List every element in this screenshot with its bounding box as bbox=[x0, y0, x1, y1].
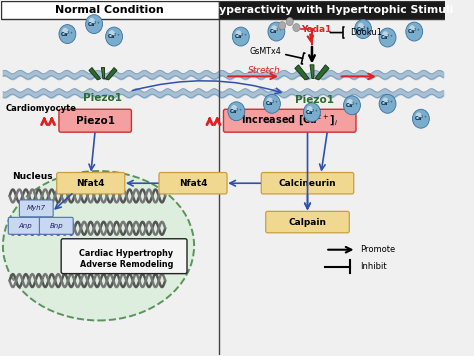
FancyBboxPatch shape bbox=[223, 109, 356, 132]
Text: Nucleus: Nucleus bbox=[12, 172, 53, 180]
Circle shape bbox=[109, 30, 115, 37]
FancyBboxPatch shape bbox=[261, 173, 354, 194]
Circle shape bbox=[303, 103, 320, 122]
Text: Cardiomyocyte: Cardiomyocyte bbox=[6, 104, 77, 113]
Text: Ca$^{2+}$: Ca$^{2+}$ bbox=[407, 27, 421, 36]
Circle shape bbox=[86, 15, 102, 33]
Circle shape bbox=[416, 112, 422, 119]
Text: Ca$^{2+}$: Ca$^{2+}$ bbox=[381, 33, 395, 42]
FancyBboxPatch shape bbox=[59, 109, 131, 132]
Text: Anp: Anp bbox=[18, 223, 32, 229]
Circle shape bbox=[268, 22, 285, 41]
Text: Piezo1: Piezo1 bbox=[295, 95, 334, 105]
Text: Promote: Promote bbox=[360, 245, 395, 254]
Circle shape bbox=[412, 109, 429, 128]
Circle shape bbox=[379, 28, 396, 47]
Circle shape bbox=[293, 23, 300, 32]
Polygon shape bbox=[89, 68, 100, 80]
Text: Calpain: Calpain bbox=[289, 218, 327, 226]
Polygon shape bbox=[105, 68, 117, 80]
Circle shape bbox=[59, 25, 76, 43]
Text: Ca$^{2+}$: Ca$^{2+}$ bbox=[414, 114, 428, 124]
Circle shape bbox=[383, 98, 388, 104]
Text: Piezo1: Piezo1 bbox=[83, 93, 122, 103]
Text: Ca$^{2+}$: Ca$^{2+}$ bbox=[345, 101, 359, 110]
Text: Calcineurin: Calcineurin bbox=[279, 179, 337, 188]
FancyBboxPatch shape bbox=[8, 218, 42, 234]
Text: Ca$^{2+}$: Ca$^{2+}$ bbox=[60, 30, 74, 39]
Text: Increased [Ca$^{2+}$]$_i$: Increased [Ca$^{2+}$]$_i$ bbox=[241, 113, 338, 129]
Circle shape bbox=[344, 96, 360, 115]
Text: Myh7: Myh7 bbox=[27, 205, 46, 211]
Circle shape bbox=[236, 30, 242, 37]
FancyBboxPatch shape bbox=[159, 173, 227, 194]
Text: Ca$^{2+}$: Ca$^{2+}$ bbox=[265, 99, 279, 109]
Text: Ca$^{2+}$: Ca$^{2+}$ bbox=[87, 20, 101, 29]
Text: Hyperactivity with Hypertrophic Stimuli: Hyperactivity with Hypertrophic Stimuli bbox=[210, 5, 454, 15]
Text: Ca$^{2+}$: Ca$^{2+}$ bbox=[356, 25, 370, 34]
Circle shape bbox=[106, 27, 123, 46]
FancyBboxPatch shape bbox=[19, 200, 53, 217]
Text: Nfat4: Nfat4 bbox=[179, 179, 207, 188]
Text: Piezo1: Piezo1 bbox=[76, 116, 115, 126]
Circle shape bbox=[355, 20, 372, 38]
Circle shape bbox=[279, 22, 286, 30]
Text: Ca$^{2+}$: Ca$^{2+}$ bbox=[269, 27, 283, 36]
Circle shape bbox=[307, 106, 313, 112]
Circle shape bbox=[89, 18, 95, 25]
Circle shape bbox=[271, 25, 277, 32]
Polygon shape bbox=[315, 65, 329, 80]
Text: Ca$^{2+}$: Ca$^{2+}$ bbox=[381, 99, 395, 109]
Text: Stretch: Stretch bbox=[247, 66, 280, 75]
Circle shape bbox=[232, 27, 249, 46]
Circle shape bbox=[286, 18, 293, 26]
FancyBboxPatch shape bbox=[61, 239, 187, 274]
Text: Dooku1: Dooku1 bbox=[350, 28, 382, 37]
Polygon shape bbox=[310, 65, 314, 79]
Circle shape bbox=[264, 94, 281, 113]
Circle shape bbox=[409, 25, 415, 32]
Circle shape bbox=[62, 28, 68, 35]
Polygon shape bbox=[101, 68, 105, 79]
Circle shape bbox=[231, 105, 237, 111]
FancyBboxPatch shape bbox=[39, 218, 73, 234]
Text: Adverse Remodeling: Adverse Remodeling bbox=[80, 260, 173, 269]
FancyBboxPatch shape bbox=[57, 173, 125, 194]
Text: Normal Condition: Normal Condition bbox=[55, 5, 164, 15]
Text: Ca$^{2+}$: Ca$^{2+}$ bbox=[229, 106, 244, 116]
Text: Yoda1: Yoda1 bbox=[301, 25, 331, 33]
Circle shape bbox=[379, 94, 396, 113]
Circle shape bbox=[347, 99, 353, 106]
Circle shape bbox=[358, 23, 364, 30]
Text: Cardiac Hypertrophy: Cardiac Hypertrophy bbox=[79, 249, 173, 258]
Text: GsMTx4: GsMTx4 bbox=[250, 47, 282, 56]
Circle shape bbox=[383, 31, 388, 38]
FancyBboxPatch shape bbox=[219, 1, 446, 19]
Text: Inhibit: Inhibit bbox=[360, 262, 387, 271]
Polygon shape bbox=[295, 65, 309, 80]
Text: Ca$^{2+}$: Ca$^{2+}$ bbox=[305, 108, 319, 117]
Text: Ca$^{2+}$: Ca$^{2+}$ bbox=[107, 32, 121, 41]
FancyBboxPatch shape bbox=[0, 1, 219, 19]
Text: Bnp: Bnp bbox=[49, 223, 63, 229]
Ellipse shape bbox=[3, 171, 194, 320]
Circle shape bbox=[228, 102, 245, 121]
Text: Ca$^{2+}$: Ca$^{2+}$ bbox=[234, 32, 248, 41]
Text: Nfat4: Nfat4 bbox=[76, 179, 105, 188]
Circle shape bbox=[406, 22, 423, 41]
Circle shape bbox=[267, 98, 273, 104]
FancyBboxPatch shape bbox=[266, 211, 349, 233]
